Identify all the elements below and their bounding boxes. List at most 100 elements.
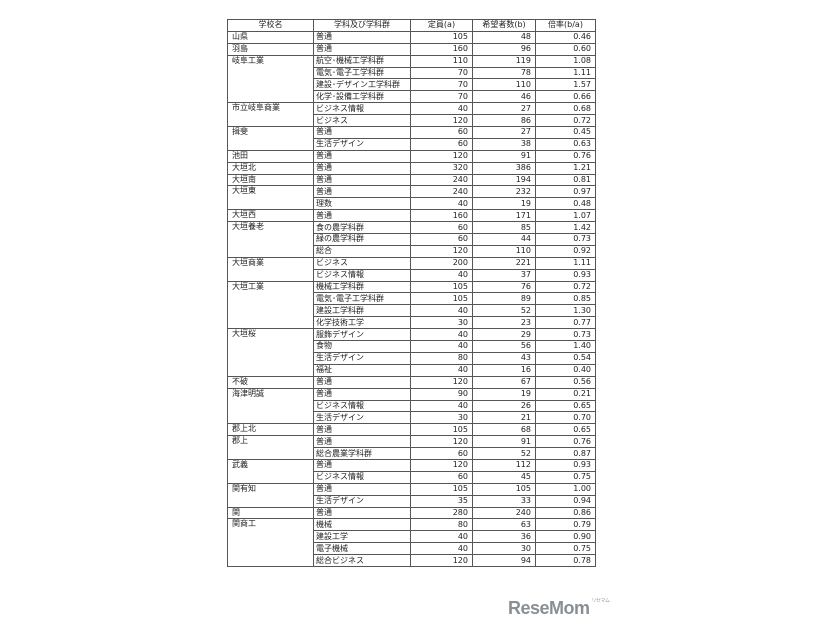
department-cell: 普通 <box>313 126 411 139</box>
applicants-cell: 29 <box>472 328 536 342</box>
ratio-cell: 0.63 <box>535 137 596 151</box>
school-name: 関商工 <box>227 518 314 567</box>
ratio-cell: 0.75 <box>535 470 596 484</box>
header-applicants: 希望者数(b) <box>472 19 536 32</box>
department-cell: 建設･デザイン工学科群 <box>313 78 411 92</box>
capacity-cell: 40 <box>410 542 473 556</box>
table-row: 武義 普通 120 112 0.93 <box>227 458 596 484</box>
department-cell: 普通 <box>313 173 411 187</box>
table-row: 郡上 普通 120 91 0.76 <box>227 435 596 460</box>
department-cell: ビジネス情報 <box>313 470 411 484</box>
table-row: 海津明誠 普通 90 19 0.21 <box>227 387 596 425</box>
ratio-cell: 1.00 <box>535 482 596 496</box>
school-name: 不破 <box>227 375 314 389</box>
ratio-cell: 0.79 <box>535 518 596 532</box>
ratio-cell: 1.07 <box>535 209 596 223</box>
ratio-cell: 1.30 <box>535 304 596 318</box>
department-cell: ビジネス <box>313 114 411 128</box>
admission-ratio-table: 学校名 学科及び学科群 定員(a) 希望者数(b) 倍率(b/a) 山県 普通 10… <box>227 19 596 567</box>
applicants-cell: 26 <box>472 399 536 413</box>
table-row: 郡上北 普通 105 68 0.65 <box>227 423 596 437</box>
school-name: 武義 <box>227 458 314 484</box>
table-row: 大垣東 普通 240 232 0.97 <box>227 185 596 211</box>
ratio-cell: 1.42 <box>535 221 596 235</box>
applicants-cell: 21 <box>472 411 536 425</box>
table-row: 食物 40 56 1.40 <box>228 340 596 353</box>
capacity-cell: 105 <box>410 482 473 496</box>
capacity-cell: 105 <box>410 292 473 306</box>
ratio-cell: 0.70 <box>535 411 596 425</box>
table-row: 生活デザイン 60 38 0.63 <box>228 137 596 151</box>
applicants-cell: 19 <box>472 197 536 211</box>
department-cell: 普通 <box>313 435 411 449</box>
capacity-cell: 120 <box>410 435 473 449</box>
capacity-cell: 40 <box>410 197 473 211</box>
table-row: 大垣商業 ビジネス 200 221 1.11 <box>227 256 596 282</box>
ratio-cell: 0.76 <box>535 149 596 163</box>
department-cell: 食物 <box>313 340 411 353</box>
applicants-cell: 112 <box>472 458 536 472</box>
applicants-cell: 38 <box>472 137 536 151</box>
department-cell: 航空･機械工学科群 <box>313 54 411 68</box>
ratio-cell: 0.78 <box>535 554 596 567</box>
applicants-cell: 67 <box>472 375 536 389</box>
school-name: 郡上 <box>227 435 314 460</box>
applicants-cell: 85 <box>472 221 536 235</box>
table-row: ビジネス情報 40 26 0.65 <box>228 399 596 413</box>
applicants-cell: 221 <box>472 256 536 270</box>
capacity-cell: 60 <box>410 137 473 151</box>
capacity-cell: 120 <box>410 149 473 163</box>
capacity-cell: 60 <box>410 470 473 484</box>
capacity-cell: 280 <box>410 506 473 520</box>
capacity-cell: 320 <box>410 161 473 175</box>
table-row: 市立岐阜商業 ビジネス情報 40 27 0.68 <box>227 102 596 128</box>
applicants-cell: 30 <box>472 542 536 556</box>
department-cell: 食の農学科群 <box>313 221 411 235</box>
header-ratio: 倍率(b/a) <box>535 19 596 32</box>
applicants-cell: 23 <box>472 316 536 330</box>
school-name: 関有知 <box>227 482 314 508</box>
table-row: 化学･設備工学科群 70 46 0.66 <box>228 90 596 104</box>
capacity-cell: 40 <box>410 304 473 318</box>
ratio-cell: 0.94 <box>535 494 596 508</box>
ratio-cell: 0.54 <box>535 351 596 365</box>
ratio-cell: 0.66 <box>535 90 596 104</box>
capacity-cell: 70 <box>410 78 473 92</box>
capacity-cell: 40 <box>410 399 473 413</box>
capacity-cell: 105 <box>410 423 473 437</box>
capacity-cell: 40 <box>410 530 473 544</box>
applicants-cell: 45 <box>472 470 536 484</box>
capacity-cell: 200 <box>410 256 473 270</box>
applicants-cell: 63 <box>472 518 536 532</box>
capacity-cell: 35 <box>410 494 473 508</box>
table-row: 建設･デザイン工学科群 70 110 1.57 <box>228 78 596 92</box>
department-cell: 総合ビジネス <box>313 554 411 567</box>
table-row: 総合 120 110 0.92 <box>228 244 596 258</box>
capacity-cell: 40 <box>410 363 473 377</box>
ratio-cell: 0.60 <box>535 42 596 56</box>
school-name: 郡上北 <box>227 423 314 437</box>
department-cell: 普通 <box>313 482 411 496</box>
ratio-cell: 0.72 <box>535 280 596 294</box>
department-cell: 普通 <box>313 375 411 389</box>
department-cell: 服飾デザイン <box>313 328 411 342</box>
table-row: 総合農業学科群 60 52 0.87 <box>228 447 596 460</box>
capacity-cell: 40 <box>410 268 473 282</box>
applicants-cell: 33 <box>472 494 536 508</box>
applicants-cell: 78 <box>472 66 536 80</box>
table-row: 理数 40 19 0.48 <box>228 197 596 211</box>
capacity-cell: 60 <box>410 221 473 235</box>
school-name: 羽島 <box>227 42 314 56</box>
ratio-cell: 0.45 <box>535 126 596 139</box>
applicants-cell: 105 <box>472 482 536 496</box>
resemom-logo: ReseMom リセマム <box>508 598 610 618</box>
capacity-cell: 120 <box>410 375 473 389</box>
capacity-cell: 60 <box>410 447 473 460</box>
applicants-cell: 52 <box>472 447 536 460</box>
table-row: 生活デザイン 30 21 0.70 <box>228 411 596 425</box>
table-row: ビジネス情報 60 45 0.75 <box>228 470 596 484</box>
ratio-cell: 1.11 <box>535 256 596 270</box>
school-name: 関 <box>227 506 314 520</box>
ratio-cell: 0.93 <box>535 268 596 282</box>
department-cell: 建設工学 <box>313 530 411 544</box>
